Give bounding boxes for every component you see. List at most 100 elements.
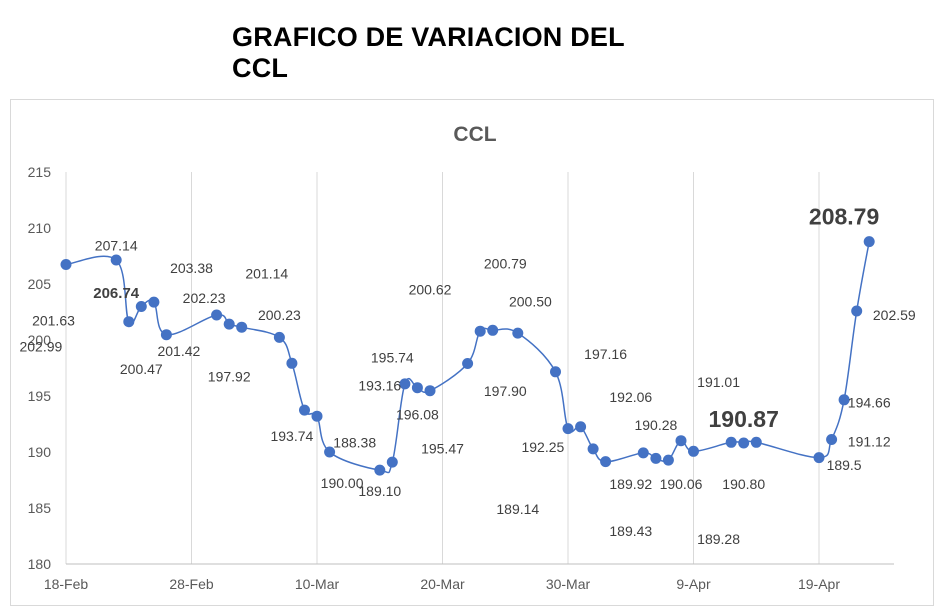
data-label: 189.5 bbox=[827, 457, 862, 473]
data-point bbox=[386, 456, 398, 468]
data-label: 200.79 bbox=[484, 256, 527, 272]
chart-frame bbox=[10, 99, 934, 606]
data-point bbox=[160, 329, 172, 341]
data-label: 193.16 bbox=[358, 378, 401, 394]
data-point bbox=[813, 452, 825, 464]
page-title: GRAFICO DE VARIACION DEL CCL bbox=[232, 22, 625, 83]
x-tick-label: 28-Feb bbox=[169, 576, 214, 592]
data-point bbox=[637, 447, 649, 459]
y-tick-label: 195 bbox=[28, 388, 52, 404]
data-label: 189.92 bbox=[609, 476, 652, 492]
y-tick-label: 215 bbox=[28, 164, 52, 180]
data-point bbox=[299, 404, 310, 416]
data-label: 189.43 bbox=[609, 523, 652, 539]
data-label: 190.06 bbox=[660, 476, 703, 492]
data-label: 189.10 bbox=[358, 483, 401, 499]
series-ccl bbox=[60, 236, 875, 476]
vertical-gridlines bbox=[65, 172, 820, 564]
data-label: 207.14 bbox=[95, 238, 138, 254]
data-label: 195.74 bbox=[371, 350, 414, 366]
y-tick-label: 180 bbox=[28, 556, 52, 572]
data-point bbox=[148, 296, 160, 308]
data-label: 191.12 bbox=[848, 434, 891, 450]
x-tick-label: 30-Mar bbox=[546, 576, 591, 592]
data-label: 202.23 bbox=[183, 290, 226, 306]
data-point bbox=[211, 309, 223, 321]
data-point bbox=[838, 394, 850, 406]
data-point bbox=[688, 445, 699, 457]
x-tick-label: 19-Apr bbox=[798, 576, 840, 592]
data-point bbox=[324, 446, 336, 458]
data-point bbox=[575, 421, 587, 433]
data-point bbox=[675, 435, 687, 447]
y-tick-label: 190 bbox=[28, 444, 52, 460]
data-point bbox=[123, 316, 135, 328]
data-point bbox=[662, 454, 674, 466]
data-label: 189.28 bbox=[697, 531, 740, 547]
x-tick-label: 10-Mar bbox=[295, 576, 340, 592]
data-point bbox=[738, 437, 750, 449]
data-point bbox=[311, 410, 323, 422]
data-point bbox=[487, 324, 499, 336]
data-point bbox=[750, 436, 762, 448]
data-point bbox=[826, 434, 838, 445]
data-label: 200.47 bbox=[120, 361, 163, 377]
data-labels: 207.14 206.74 201.63 202.99 200.47 203.38 202.… bbox=[19, 204, 915, 548]
data-point bbox=[512, 327, 524, 339]
data-label: 194.66 bbox=[848, 394, 891, 410]
data-point bbox=[562, 423, 574, 435]
data-label: 188.38 bbox=[333, 435, 376, 451]
data-point bbox=[600, 456, 612, 468]
data-point bbox=[725, 436, 737, 448]
data-label: 197.92 bbox=[208, 369, 251, 385]
data-label: 208.79 bbox=[809, 204, 879, 230]
data-point bbox=[462, 358, 474, 369]
data-label: 200.50 bbox=[509, 294, 552, 310]
data-label: 203.38 bbox=[170, 260, 213, 276]
data-label: 190.87 bbox=[709, 406, 779, 432]
data-label: 201.63 bbox=[32, 313, 75, 329]
data-label: 201.42 bbox=[157, 343, 200, 359]
data-point bbox=[60, 259, 72, 270]
y-tick-label: 200 bbox=[28, 332, 52, 348]
data-label: 200.23 bbox=[258, 307, 301, 323]
data-point bbox=[286, 357, 298, 369]
data-point bbox=[110, 254, 122, 266]
data-point bbox=[223, 318, 235, 330]
data-label: 202.59 bbox=[873, 307, 916, 323]
data-point bbox=[863, 236, 875, 248]
data-point bbox=[135, 301, 147, 312]
data-point bbox=[474, 325, 486, 337]
data-label: 192.25 bbox=[521, 439, 564, 455]
x-tick-label: 20-Mar bbox=[420, 576, 465, 592]
data-label: 193.74 bbox=[270, 428, 313, 444]
data-point bbox=[374, 464, 386, 476]
chart-title: CCL bbox=[453, 123, 496, 146]
data-label: 197.16 bbox=[584, 346, 627, 362]
data-point bbox=[550, 366, 561, 378]
data-label: 191.01 bbox=[697, 374, 740, 390]
y-tick-label: 185 bbox=[28, 500, 52, 516]
axes: 18-Feb 28-Feb 10-Mar 20-Mar 30-Mar 9-Apr 19-Ap… bbox=[28, 164, 894, 592]
data-point bbox=[273, 331, 285, 343]
data-label: 201.14 bbox=[245, 266, 288, 282]
data-point bbox=[236, 321, 248, 333]
data-label: 190.00 bbox=[321, 475, 364, 491]
data-label: 190.28 bbox=[634, 417, 677, 433]
y-tick-label: 210 bbox=[28, 220, 52, 236]
x-tick-label: 18-Feb bbox=[44, 576, 89, 592]
data-label: 192.06 bbox=[609, 389, 652, 405]
data-point bbox=[424, 385, 436, 397]
x-tick-label: 9-Apr bbox=[676, 576, 711, 592]
data-point bbox=[411, 382, 423, 394]
data-point bbox=[587, 443, 599, 455]
data-point bbox=[851, 305, 863, 317]
data-label: 190.80 bbox=[722, 476, 765, 492]
data-label: 206.74 bbox=[93, 285, 140, 302]
data-label: 196.08 bbox=[396, 407, 439, 423]
data-label: 202.99 bbox=[19, 338, 62, 354]
data-label: 197.90 bbox=[484, 383, 527, 399]
data-label: 200.62 bbox=[409, 281, 452, 297]
data-point bbox=[650, 452, 662, 464]
